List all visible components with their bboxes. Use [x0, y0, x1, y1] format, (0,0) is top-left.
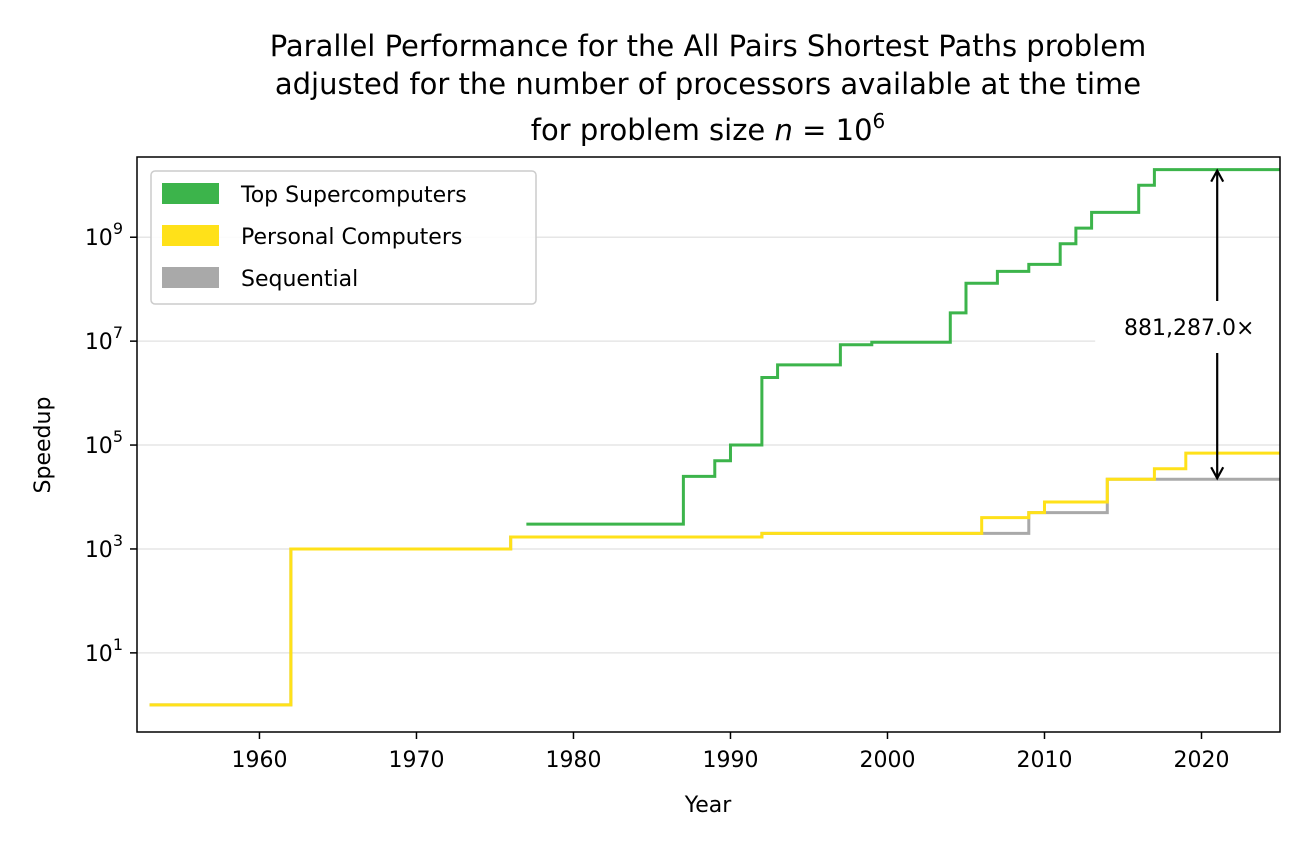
- subtitle-variable: n: [775, 113, 793, 147]
- x-tick-label-5: 2010: [1016, 748, 1072, 773]
- plot-area: [149, 168, 1280, 707]
- series-line-sequential: [149, 477, 1280, 707]
- chart-title-line-1: Parallel Performance for the All Pairs S…: [270, 29, 1147, 63]
- legend-label-sequential: Sequential: [241, 267, 358, 292]
- x-tick-label-4: 2000: [859, 748, 915, 773]
- y-axis-label: Speedup: [31, 397, 56, 494]
- legend-label-top-supercomputers: Top Supercomputers: [240, 183, 467, 208]
- legend: Top Supercomputers Personal Computers Sequ…: [150, 170, 537, 305]
- speedup-annotation: 881,287.0×: [1095, 168, 1310, 481]
- annotation-label-background: [1095, 301, 1310, 353]
- series-line-personal-computers: [149, 451, 1280, 707]
- y-tick-label-3: 107: [85, 323, 123, 355]
- x-tick-label-3: 1990: [702, 748, 758, 773]
- legend-swatch-personal-computers: [162, 225, 219, 246]
- subtitle-prefix: for problem size: [531, 113, 775, 147]
- y-tick-label-2: 105: [85, 427, 123, 459]
- y-tick-label-0: 101: [85, 635, 123, 667]
- legend-swatch-top-supercomputers: [162, 183, 219, 204]
- chart-subtitle: for problem size n = 106: [531, 109, 886, 147]
- chart-title: Parallel Performance for the All Pairs S…: [270, 29, 1147, 147]
- y-axis-ticks: 101 103 105 107 109: [85, 219, 137, 667]
- annotation-arrowhead-bottom: [1210, 466, 1225, 481]
- x-tick-label-2: 1980: [545, 748, 601, 773]
- x-axis-label: Year: [684, 793, 733, 818]
- annotation-label: 881,287.0×: [1124, 316, 1254, 341]
- x-tick-label-1: 1970: [388, 748, 444, 773]
- series-line-top-supercomputers: [526, 168, 1280, 526]
- x-tick-label-0: 1960: [231, 748, 287, 773]
- x-tick-label-6: 2020: [1173, 748, 1229, 773]
- annotation-arrowhead-top: [1210, 168, 1225, 183]
- y-tick-label-4: 109: [85, 219, 123, 251]
- legend-label-personal-computers: Personal Computers: [241, 225, 462, 250]
- subtitle-exponent: 6: [873, 109, 886, 133]
- legend-box: [150, 170, 537, 305]
- subtitle-equals: = 10: [793, 113, 873, 147]
- legend-swatch-sequential: [162, 267, 219, 288]
- chart-title-line-2: adjusted for the number of processors av…: [275, 67, 1141, 101]
- x-axis-ticks: 1960 1970 1980 1990 2000 2010 2020: [231, 732, 1229, 773]
- y-tick-label-1: 103: [85, 531, 123, 563]
